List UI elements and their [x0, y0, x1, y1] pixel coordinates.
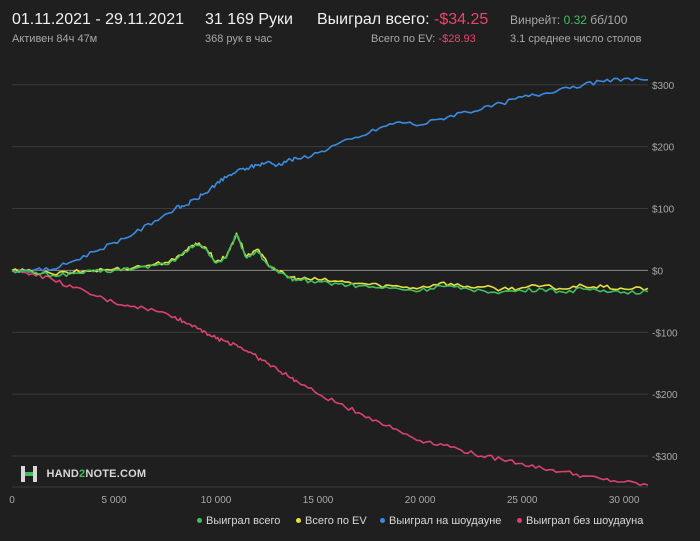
- profit-chart: $300 $200 $100 $0 -$100 -$200 -$300 0 5 000 10 0…: [9, 77, 678, 506]
- ev-total-label: Всего по EV:: [371, 33, 436, 45]
- y-tick-label: -$300: [652, 452, 678, 463]
- ev-total-value: -$28.93: [438, 33, 476, 45]
- y-axis-ticks: $300 $200 $100 $0 -$100 -$200 -$300: [652, 81, 678, 463]
- winrate-unit: бб/100: [590, 13, 628, 27]
- y-tick-label: -$100: [652, 328, 678, 339]
- x-axis-ticks: 0 5 000 10 000 15 000 20 000 25 000 30 000: [9, 495, 640, 506]
- legend-item-non-showdown[interactable]: Выиграл без шоудауна: [517, 515, 643, 527]
- winrate-label: Винрейт:: [510, 13, 561, 27]
- x-tick-label: 20 000: [405, 495, 436, 506]
- series-line-showdown: [11, 77, 649, 274]
- won-total-label: Выиграл всего:: [317, 11, 430, 28]
- legend-item-total[interactable]: Выиграл всего: [197, 515, 280, 527]
- legend-dot-icon: [296, 517, 301, 523]
- hands-per-hour: 368 рук в час: [205, 33, 273, 45]
- stats-header: 01.11.2021 - 29.11.2021 Активен 84ч 47м …: [0, 0, 700, 60]
- winrate-value: 0.32: [563, 13, 587, 27]
- hand2note-logo: HAND2NOTE.COM: [20, 465, 146, 485]
- x-tick-label: 10 000: [201, 495, 232, 506]
- hands-count: 31 169 Руки: [205, 11, 293, 28]
- series-line-total: [11, 233, 649, 295]
- legend-dot-icon: [197, 517, 202, 523]
- legend-dot-icon: [380, 517, 385, 523]
- series-line-ev: [11, 232, 649, 292]
- x-tick-label: 30 000: [609, 495, 640, 506]
- active-time: Активен 84ч 47м: [12, 33, 98, 45]
- y-tick-label: $200: [652, 143, 675, 154]
- hand2note-logo-icon: [21, 466, 37, 482]
- average-tables: 3.1 среднее число столов: [510, 33, 642, 45]
- series-lines: [11, 77, 649, 486]
- y-tick-label: $100: [652, 205, 675, 216]
- chart-legend: Выиграл всего Всего по EV Выиграл на шоу…: [0, 515, 700, 535]
- grid-lines: [12, 84, 648, 488]
- legend-dot-icon: [517, 517, 522, 523]
- date-range: 01.11.2021 - 29.11.2021: [12, 11, 184, 28]
- y-tick-label: $0: [652, 266, 664, 277]
- x-tick-label: 0: [9, 495, 15, 506]
- won-total: Выиграл всего: -$34.25: [317, 11, 488, 29]
- legend-item-showdown[interactable]: Выиграл на шоудауне: [380, 515, 501, 527]
- series-line-non-showdown: [11, 268, 649, 486]
- legend-item-ev[interactable]: Всего по EV: [296, 515, 367, 527]
- y-tick-label: -$200: [652, 390, 678, 401]
- y-tick-label: $300: [652, 81, 675, 92]
- won-total-value: -$34.25: [434, 11, 489, 28]
- x-tick-label: 5 000: [102, 495, 127, 506]
- hand2note-logo-text: HAND2NOTE.COM: [46, 468, 147, 480]
- winrate: Винрейт: 0.32 бб/100: [510, 13, 627, 27]
- x-tick-label: 15 000: [303, 495, 334, 506]
- ev-total: Всего по EV: -$28.93: [371, 33, 476, 45]
- x-tick-label: 25 000: [507, 495, 538, 506]
